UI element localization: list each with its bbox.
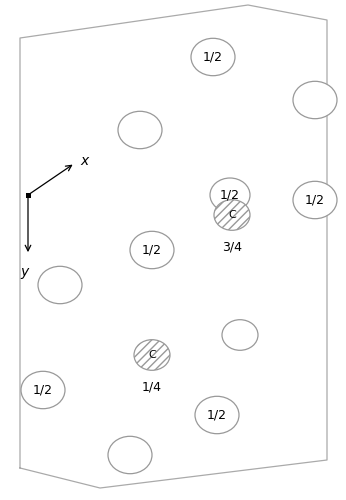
- Text: 1/2: 1/2: [33, 384, 53, 396]
- Text: 1/2: 1/2: [207, 408, 227, 422]
- Ellipse shape: [214, 200, 250, 230]
- Ellipse shape: [191, 38, 235, 76]
- Ellipse shape: [195, 396, 239, 434]
- Ellipse shape: [210, 178, 250, 212]
- Text: 1/2: 1/2: [305, 194, 325, 206]
- Ellipse shape: [130, 232, 174, 268]
- Text: C: C: [228, 210, 236, 220]
- Text: C: C: [148, 350, 156, 360]
- Text: y: y: [20, 265, 28, 279]
- Ellipse shape: [222, 320, 258, 350]
- Text: 1/2: 1/2: [203, 50, 223, 64]
- Ellipse shape: [21, 372, 65, 408]
- Text: x: x: [80, 154, 88, 168]
- Text: 1/4: 1/4: [142, 381, 162, 394]
- Ellipse shape: [293, 82, 337, 118]
- Ellipse shape: [134, 340, 170, 370]
- Text: 3/4: 3/4: [222, 241, 242, 254]
- Bar: [26, 192, 30, 198]
- Text: 1/2: 1/2: [220, 188, 240, 202]
- Ellipse shape: [38, 266, 82, 304]
- Text: 1/2: 1/2: [142, 244, 162, 256]
- Ellipse shape: [293, 182, 337, 218]
- Ellipse shape: [118, 112, 162, 148]
- Ellipse shape: [108, 436, 152, 474]
